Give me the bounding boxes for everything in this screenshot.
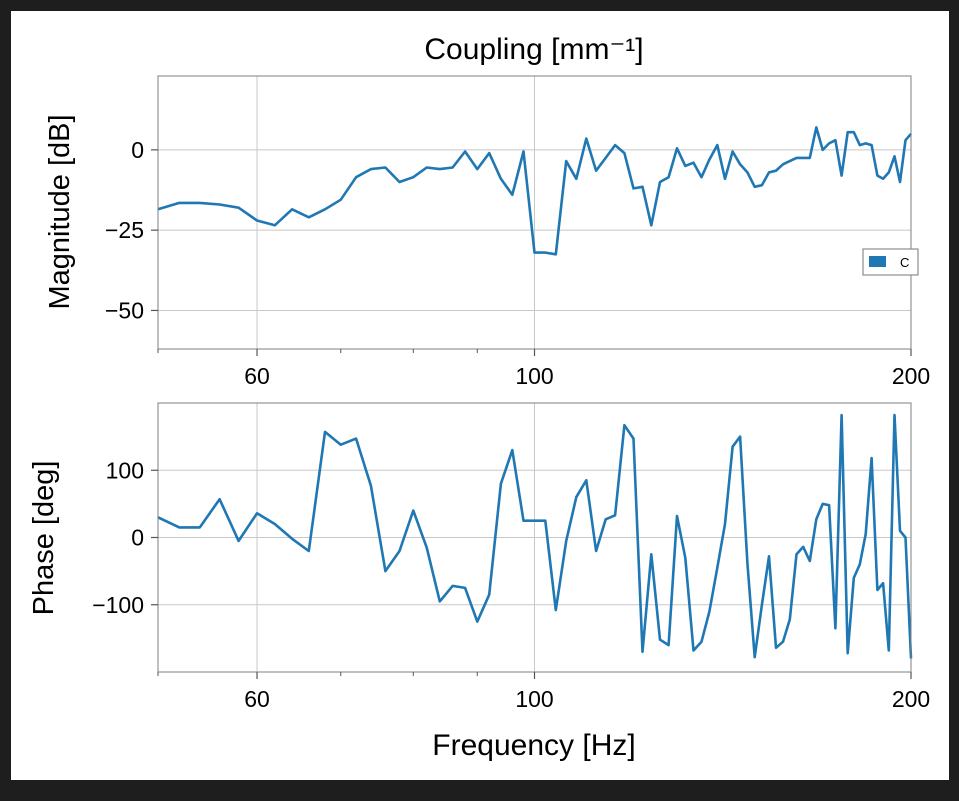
chart-title: Coupling [mm⁻¹] [424,33,643,66]
legend: C [862,248,919,276]
y-tick-label: 0 [131,137,144,163]
magnitude-panel: 60 100 200 0 −25 −50 Magnitude [dB] C [44,75,930,389]
figure: Coupling [mm⁻¹] 60 100 200 0 −25 −50 Magnitud… [11,11,949,780]
magnitude-series-line [157,126,912,256]
xlabel: Frequency [Hz] [432,729,635,762]
x-tick-label: 200 [892,363,930,389]
y-tick-label: −50 [105,297,144,323]
x-tick-label: 200 [892,686,930,712]
y-tick-label: −25 [105,217,144,243]
phase-series-line [157,413,913,659]
legend-label: C [900,255,909,270]
phase-grid [158,403,912,672]
x-tick-label: 60 [244,686,270,712]
bode-chart: Coupling [mm⁻¹] 60 100 200 0 −25 −50 Magnitud… [28,33,930,762]
magnitude-ylabel: Magnitude [dB] [44,114,76,309]
y-tick-label: 0 [131,525,144,551]
x-tick-label: 60 [244,363,270,389]
y-tick-label: 100 [106,457,144,483]
phase-ylabel: Phase [deg] [28,461,60,616]
legend-swatch [869,256,886,267]
phase-panel: 60 100 200 100 0 −100 Phase [deg] Frequency [… [28,402,930,762]
y-tick-label: −100 [92,592,144,618]
x-tick-label: 100 [515,363,553,389]
magnitude-ticks: 60 100 200 0 −25 −50 [105,137,930,389]
phase-ticks: 60 100 200 100 0 −100 [92,457,930,712]
x-tick-label: 100 [515,686,553,712]
magnitude-grid [158,76,912,349]
